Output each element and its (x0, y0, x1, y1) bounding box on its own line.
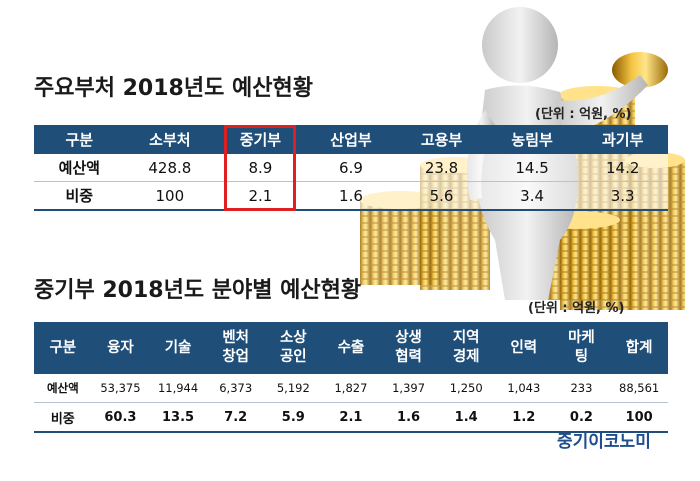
table-row: 예산액 428.8 8.9 6.9 23.8 14.5 14.2 (34, 154, 668, 182)
header-sector: 수출 (322, 322, 380, 374)
header-ministry: 소부처 (124, 125, 216, 154)
table-row: 비중 100 2.1 1.6 5.6 3.4 3.3 (34, 181, 668, 211)
header-ministry: 중기부 (215, 125, 306, 154)
ministry-budget-table: 구분 소부처 중기부 산업부 고용부 농림부 과기부 예산액 428.8 8.9… (34, 125, 668, 211)
row-label: 예산액 (34, 374, 92, 403)
table2-title: 중기부 2018년도 분야별 예산현황 (34, 278, 362, 303)
header-ministry: 농림부 (486, 125, 578, 154)
table-cell: 5.6 (396, 181, 487, 211)
table-cell: 1.4 (437, 402, 495, 433)
header-label: 경제 (452, 349, 480, 365)
brand-logo-text: 중기이코노미 (557, 432, 651, 452)
header-category: 구분 (34, 322, 92, 374)
table-cell: 8.9 (215, 154, 306, 182)
table-cell: 233 (552, 374, 611, 403)
header-label: 지역 (452, 330, 480, 346)
table2-unit: (단위 : 억원, %) (528, 301, 625, 316)
header-label: 벤처 (222, 330, 250, 346)
table-cell: 2.1 (322, 402, 380, 433)
header-label: 수출 (337, 339, 365, 356)
header-label: 마케 (568, 330, 595, 346)
table-row: 비중 60.3 13.5 7.2 5.9 2.1 1.6 1.4 1.2 0.2… (34, 402, 668, 433)
row-label: 예산액 (34, 154, 125, 182)
header-ministry: 고용부 (396, 125, 487, 154)
table-cell: 2.1 (215, 181, 306, 211)
table-header-row: 구분 소부처 중기부 산업부 고용부 농림부 과기부 (34, 125, 668, 154)
header-label: 상생 (395, 330, 422, 346)
table-cell: 6.9 (305, 154, 397, 182)
header-ministry: 과기부 (577, 125, 668, 154)
header-label: 기술 (164, 339, 192, 356)
row-label: 비중 (34, 402, 92, 433)
table-cell: 1,250 (437, 374, 495, 403)
table-cell: 11,944 (149, 374, 207, 403)
row-label: 비중 (34, 181, 125, 211)
table-cell: 0.2 (552, 402, 611, 433)
header-category: 구분 (34, 125, 125, 154)
table-cell: 100 (610, 402, 668, 433)
table-cell: 5.9 (264, 402, 323, 433)
header-label: 팅 (574, 349, 589, 365)
header-sector: 인력 (495, 322, 553, 374)
table-cell: 88,561 (610, 374, 668, 403)
header-sector: 융자 (91, 322, 150, 374)
table-cell: 23.8 (396, 154, 487, 182)
table-cell: 60.3 (91, 402, 150, 433)
table1-title: 주요부처 2018년도 예산현황 (34, 76, 313, 101)
table1-unit: (단위 : 억원, %) (535, 107, 632, 122)
header-label: 인력 (510, 339, 538, 356)
table-cell: 428.8 (124, 154, 216, 182)
header-label: 구분 (49, 339, 77, 356)
table-cell: 1.2 (495, 402, 553, 433)
header-label: 소상 (279, 330, 307, 346)
table-cell: 100 (124, 181, 216, 211)
header-ministry: 산업부 (305, 125, 397, 154)
header-label: 공인 (279, 349, 307, 365)
header-label: 협력 (395, 349, 422, 365)
table-cell: 53,375 (91, 374, 150, 403)
header-label: 창업 (222, 349, 250, 365)
header-sector: 기술 (149, 322, 207, 374)
table-cell: 3.4 (486, 181, 578, 211)
header-label: 합계 (625, 339, 653, 356)
table-cell: 1,397 (379, 374, 438, 403)
table-cell: 1,827 (322, 374, 380, 403)
table-cell: 1,043 (495, 374, 553, 403)
header-total: 합계 (610, 322, 668, 374)
table-cell: 13.5 (149, 402, 207, 433)
table-cell: 1.6 (379, 402, 438, 433)
table-cell: 7.2 (206, 402, 265, 433)
table-cell: 6,373 (206, 374, 265, 403)
table-row: 예산액 53,375 11,944 6,373 5,192 1,827 1,39… (34, 374, 668, 403)
table-cell: 14.5 (486, 154, 578, 182)
header-label: 융자 (107, 339, 134, 356)
table-cell: 3.3 (577, 181, 668, 211)
table-cell: 1.6 (305, 181, 397, 211)
table-cell: 5,192 (264, 374, 323, 403)
table-cell: 14.2 (577, 154, 668, 182)
